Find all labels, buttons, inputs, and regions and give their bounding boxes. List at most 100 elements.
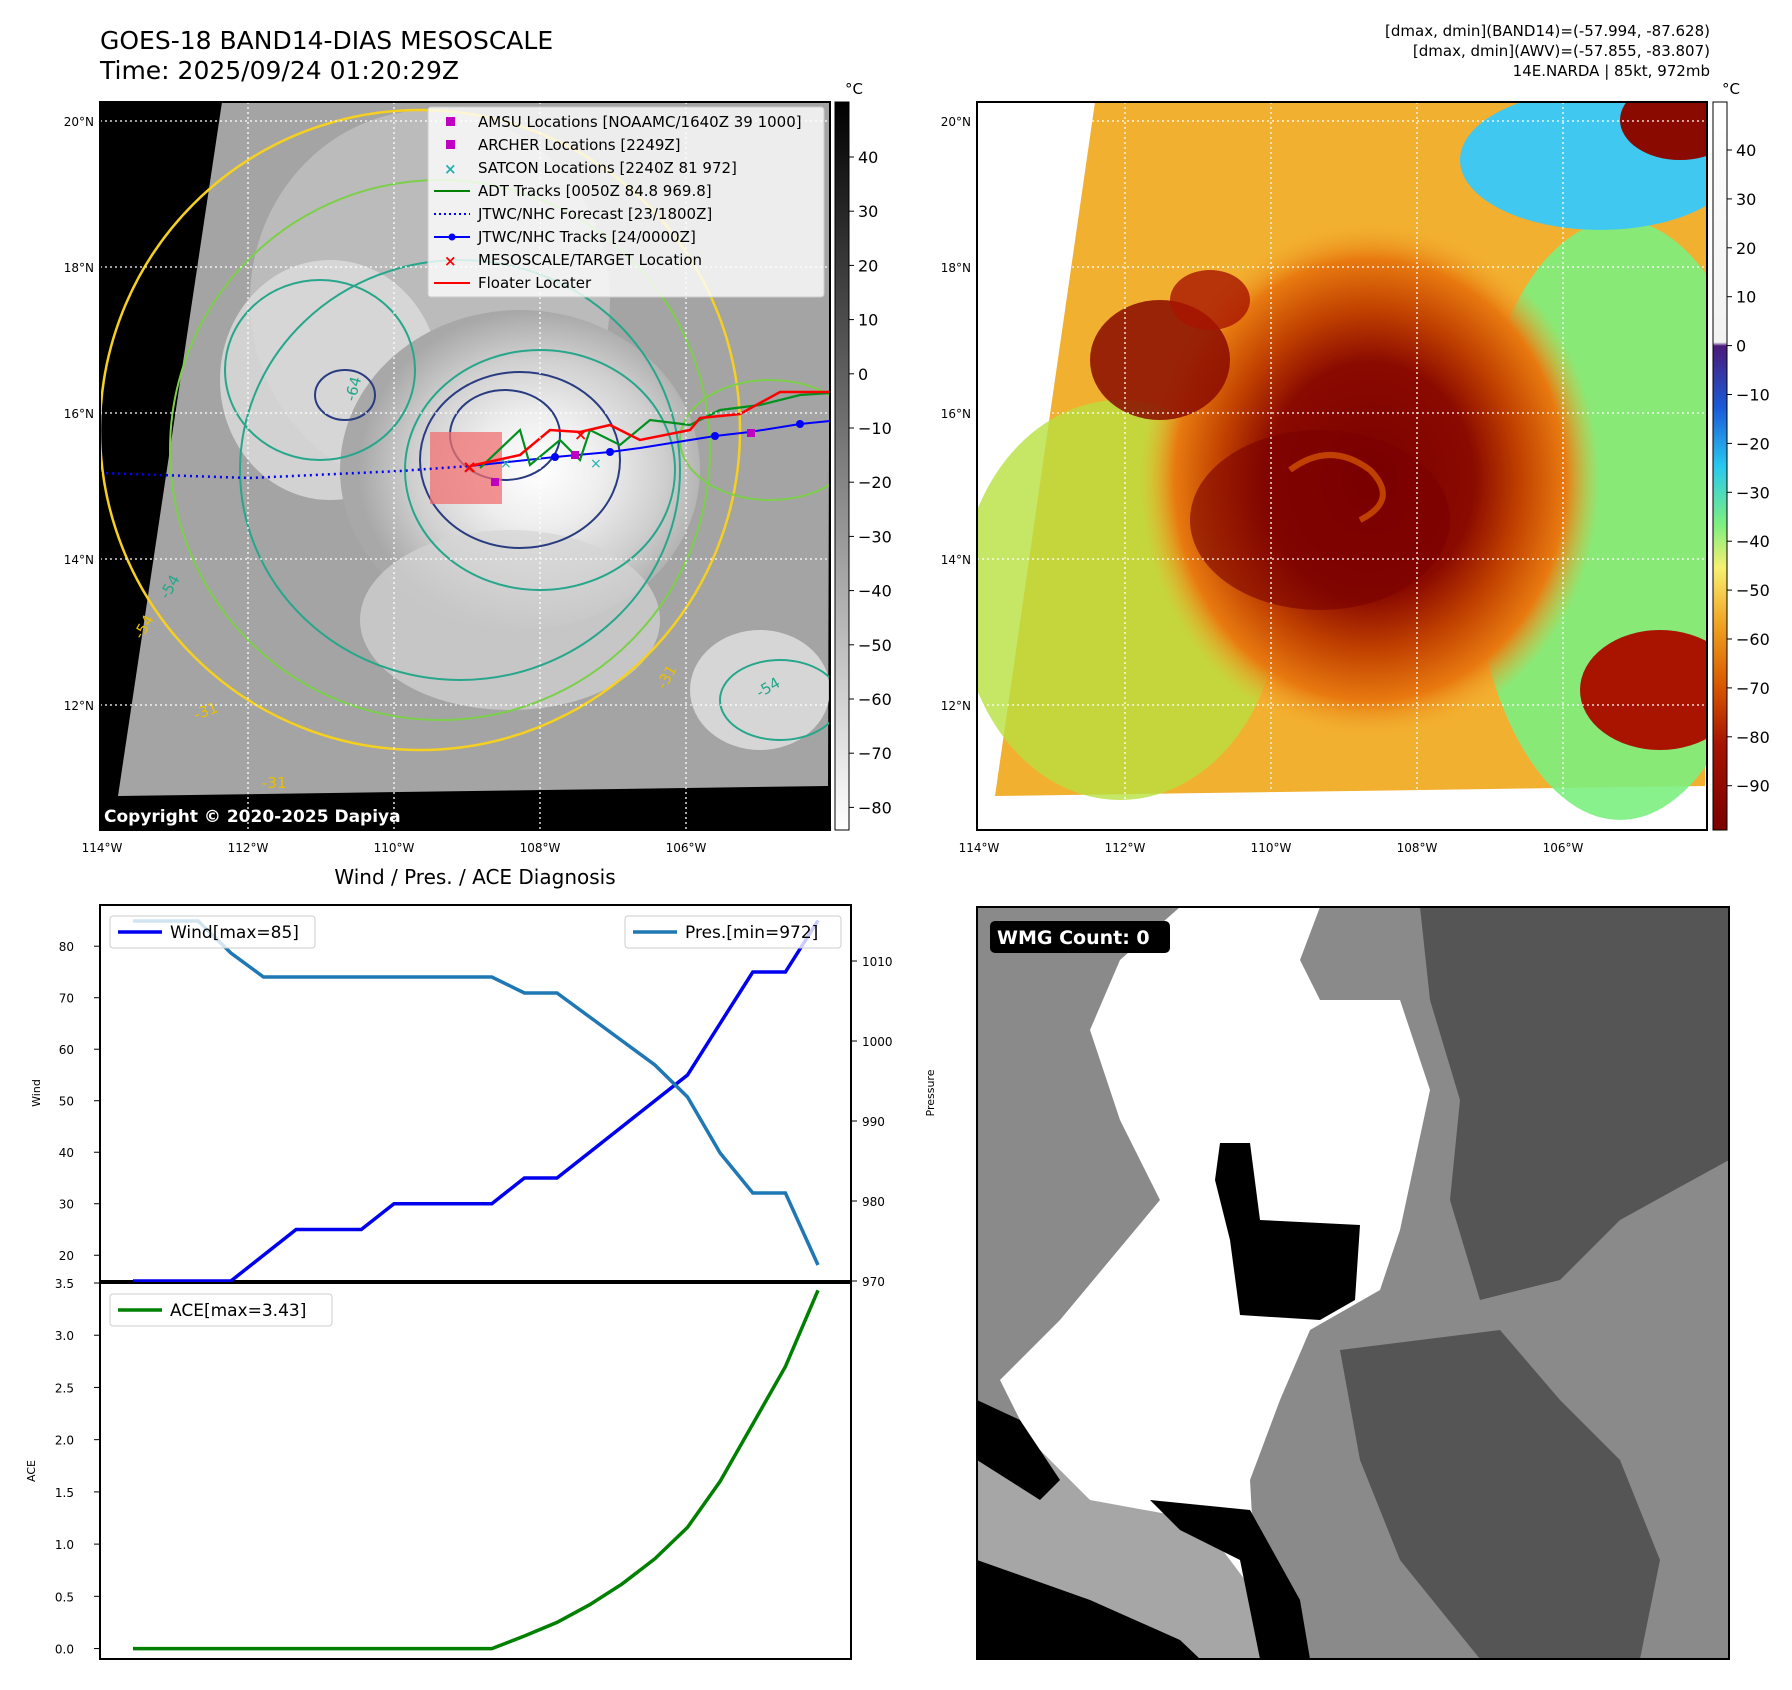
colorbar-tick-label: −20 xyxy=(858,473,892,492)
color-colorbar: °C 40 30 20 10 0 −10 −20 −30 −40 −50 −60 −70 −80 −90 xyxy=(1712,80,1770,831)
ace-tick-label: 1.0 xyxy=(55,1538,74,1552)
ace-tick-label: 0.5 xyxy=(55,1590,74,1604)
wind-tick-label: 50 xyxy=(59,1095,74,1109)
ace-axis-label: ACE xyxy=(25,1460,38,1482)
legend-marker xyxy=(446,140,455,149)
legend-item: JTWC/NHC Forecast [23/1800Z] xyxy=(434,205,712,223)
ace-plot-area xyxy=(99,1282,852,1660)
legend-item: AMSU Locations [NOAAMC/1640Z 39 1000] xyxy=(446,113,802,131)
colorbar-tick-label: 10 xyxy=(1736,288,1756,307)
colorbar-tick-label: 30 xyxy=(1736,190,1756,209)
colorbar-tick-label: −10 xyxy=(1736,386,1770,405)
colorbar-tick-label: −50 xyxy=(1736,581,1770,600)
wind-axis-label: Wind xyxy=(30,1079,43,1107)
colorbar-tick-label: −80 xyxy=(858,798,892,817)
ace-chart: ACE 0.0 0.5 1.0 1.5 2.0 2.5 3.0 3.5 ACE[max=3.4… xyxy=(25,1277,852,1660)
lon-tick-label: 112°W xyxy=(228,841,269,855)
colorbar-tick-label: 20 xyxy=(858,256,878,275)
wind-tick-label: 40 xyxy=(59,1146,74,1160)
svg-text:×: × xyxy=(500,456,512,472)
pressure-legend-label: Pres.[min=972] xyxy=(685,923,818,943)
colorbar-tick-label: −30 xyxy=(858,527,892,546)
legend-label: JTWC/NHC Forecast [23/1800Z] xyxy=(477,205,712,223)
chart-title: Wind / Pres. / ACE Diagnosis xyxy=(334,865,615,889)
legend-item: Floater Locater xyxy=(434,274,592,292)
legend-label: MESOSCALE/TARGET Location xyxy=(478,251,702,269)
ir-legend: AMSU Locations [NOAAMC/1640Z 39 1000] ARC… xyxy=(427,106,825,298)
wind-tick-label: 60 xyxy=(59,1043,74,1057)
legend-marker xyxy=(446,117,455,126)
lat-tick-label: 18°N xyxy=(941,261,971,275)
lon-tick-label: 112°W xyxy=(1105,841,1146,855)
legend-item: ARCHER Locations [2249Z] xyxy=(446,136,681,154)
colorbar-tick-label: −80 xyxy=(1736,728,1770,747)
figure-time: Time: 2025/09/24 01:20:29Z xyxy=(100,56,459,85)
ace-tick-label: 0.0 xyxy=(55,1643,74,1657)
legend-item: JTWC/NHC Tracks [24/0000Z] xyxy=(434,228,696,246)
lat-tick-label: 16°N xyxy=(941,407,971,421)
pressure-tick-label: 990 xyxy=(862,1115,885,1129)
wmg-warm-region xyxy=(1000,907,1430,1659)
lat-tick-label: 12°N xyxy=(64,699,94,713)
wmg-panel: WMG Count: 0 xyxy=(976,906,1730,1660)
colorbar-tick-label: 40 xyxy=(1736,141,1756,160)
lon-tick-label: 106°W xyxy=(1543,841,1584,855)
ir-colorbar-unit: °C xyxy=(845,80,863,98)
legend-marker: × xyxy=(444,252,457,270)
lon-tick-label: 110°W xyxy=(374,841,415,855)
colorbar-tick-label: −70 xyxy=(1736,679,1770,698)
colorbar-tick-label: 20 xyxy=(1736,239,1756,258)
legend-label: SATCON Locations [2240Z 81 972] xyxy=(478,159,737,177)
legend-label: AMSU Locations [NOAAMC/1640Z 39 1000] xyxy=(478,113,802,131)
wind-legend: Wind[max=85] xyxy=(109,915,316,949)
legend-item: × SATCON Locations [2240Z 81 972] xyxy=(444,159,737,178)
ace-series-line xyxy=(133,1289,820,1651)
contour-label: -31 xyxy=(262,774,287,792)
figure-title: GOES-18 BAND14-DIAS MESOSCALE xyxy=(100,26,554,55)
pressure-tick-label: 980 xyxy=(862,1195,885,1209)
ace-tick-label: 2.5 xyxy=(55,1381,74,1395)
wind-tick-label: 20 xyxy=(59,1249,74,1263)
colorbar-tick-label: −40 xyxy=(858,582,892,601)
colorbar-tick-label: 0 xyxy=(1736,337,1746,356)
legend-marker: × xyxy=(444,160,457,178)
pressure-axis-label: Pressure xyxy=(924,1069,937,1116)
contour-label: -64 xyxy=(341,375,365,403)
color-colorbar-unit: °C xyxy=(1722,80,1740,98)
map-tick-labels: 114°W 112°W 110°W 108°W 106°W 20°N 18°N 16°N 14°… xyxy=(64,115,1584,855)
legend-item: ADT Tracks [0050Z 84.8 969.8] xyxy=(434,182,712,200)
ace-tick-label: 2.0 xyxy=(55,1434,74,1448)
lat-tick-label: 18°N xyxy=(64,261,94,275)
pressure-tick-label: 970 xyxy=(862,1275,885,1289)
lon-tick-label: 106°W xyxy=(666,841,707,855)
svg-text:×: × xyxy=(574,425,587,444)
colorbar-tick-label: 10 xyxy=(858,311,878,330)
color-map-panel xyxy=(976,101,1708,831)
pressure-series-line xyxy=(133,919,820,1266)
colorbar-tick-label: −90 xyxy=(1736,777,1770,796)
band14-minmax: [dmax, dmin](BAND14)=(-57.994, -87.628) xyxy=(1385,22,1710,40)
pressure-tick-label: 1000 xyxy=(862,1035,893,1049)
wmg-count-badge: WMG Count: 0 xyxy=(997,927,1150,949)
colorbar-tick-label: 40 xyxy=(858,148,878,167)
legend-label: ARCHER Locations [2249Z] xyxy=(478,136,681,154)
wind-tick-label: 80 xyxy=(59,940,74,954)
ace-tick-label: 3.0 xyxy=(55,1329,74,1343)
copyright-text: Copyright © 2020-2025 Dapiya xyxy=(104,807,401,827)
wind-pressure-chart: Wind / Pres. / ACE Diagnosis Wind Pressu… xyxy=(30,865,937,1289)
lon-tick-label: 110°W xyxy=(1251,841,1292,855)
awv-minmax: [dmax, dmin](AWV)=(-57.855, -83.807) xyxy=(1412,42,1710,60)
colorbar-tick-label: 0 xyxy=(858,365,868,384)
wind-series-line xyxy=(133,919,820,1283)
lon-tick-label: 114°W xyxy=(82,841,123,855)
legend-item: × MESOSCALE/TARGET Location xyxy=(444,251,702,270)
lat-tick-label: 20°N xyxy=(941,115,971,129)
colorbar-tick-label: −60 xyxy=(858,690,892,709)
colorbar-tick-label: −30 xyxy=(1736,483,1770,502)
pressure-tick-label: 1010 xyxy=(862,955,893,969)
wind-plot-area xyxy=(99,904,852,1282)
storm-info: 14E.NARDA | 85kt, 972mb xyxy=(1512,62,1710,80)
ace-tick-label: 3.5 xyxy=(55,1277,74,1291)
colorbar-tick-label: 30 xyxy=(858,202,878,221)
